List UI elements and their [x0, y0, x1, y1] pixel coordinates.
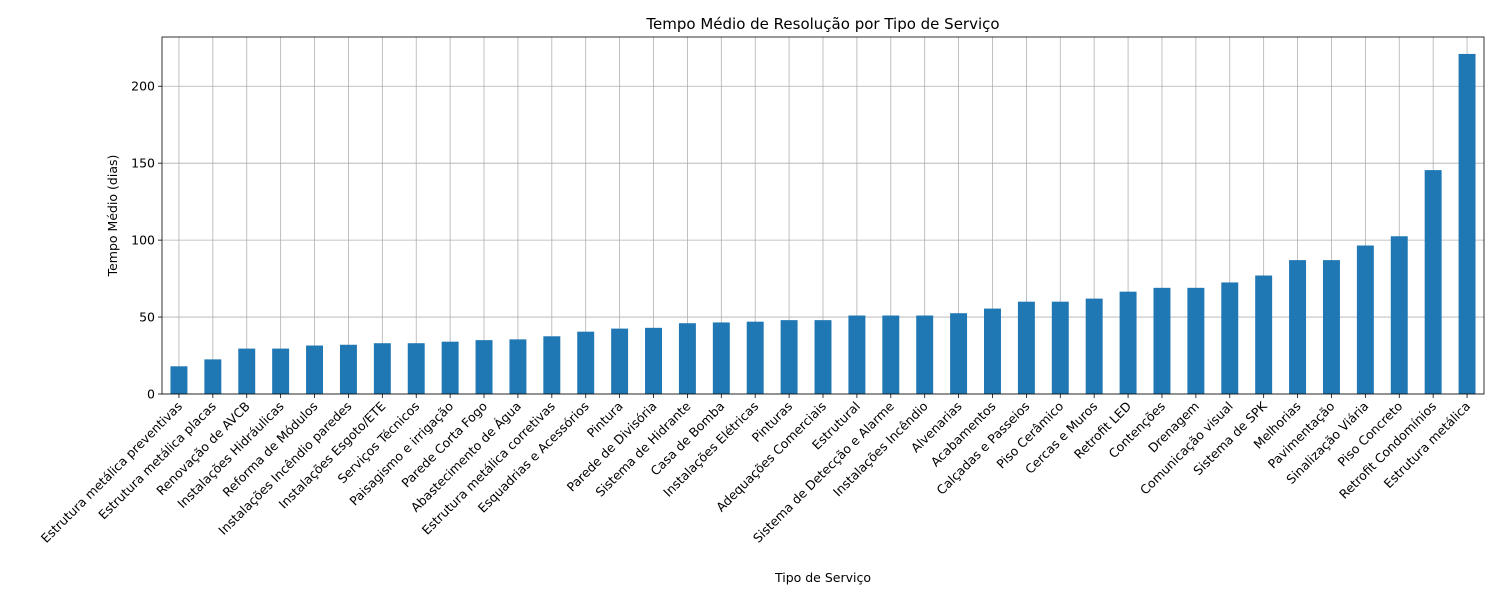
bar	[339, 344, 357, 394]
bar	[1221, 282, 1239, 394]
bar	[916, 315, 934, 394]
bar	[678, 323, 696, 394]
x-axis-label: Tipo de Serviço	[774, 570, 871, 585]
bar	[475, 340, 493, 394]
bar	[848, 315, 866, 394]
bar	[1458, 53, 1476, 394]
bar	[407, 343, 425, 394]
bar	[950, 313, 968, 394]
bar	[645, 327, 662, 394]
bar	[1187, 287, 1205, 394]
bar	[746, 321, 764, 394]
bar	[611, 328, 629, 394]
bar	[1085, 298, 1103, 394]
bar	[780, 320, 798, 394]
bar	[882, 315, 900, 394]
bar	[272, 348, 290, 394]
bar	[1017, 301, 1035, 394]
bar	[1051, 301, 1069, 394]
bar	[1289, 260, 1307, 394]
y-tick-label: 200	[131, 79, 155, 94]
bar	[814, 320, 832, 394]
bar	[712, 322, 730, 394]
bar	[1390, 236, 1408, 394]
y-tick-label: 100	[131, 233, 155, 248]
bar	[984, 308, 1001, 394]
bar	[1255, 275, 1273, 394]
bar	[1119, 291, 1137, 394]
bar	[204, 359, 222, 394]
y-axis-label: Tempo Médio (dias)	[105, 155, 120, 278]
bar	[577, 331, 595, 394]
y-tick-label: 150	[131, 156, 155, 171]
bar	[373, 343, 391, 394]
bar	[1424, 170, 1442, 394]
y-tick-label: 0	[147, 387, 155, 402]
bar	[543, 336, 561, 394]
y-tick-label: 50	[139, 310, 155, 325]
x-tick-label: Estrutura metálica preventivas	[38, 399, 185, 546]
chart-title: Tempo Médio de Resolução por Tipo de Ser…	[645, 15, 999, 33]
bar	[1322, 260, 1340, 394]
bars-layer	[170, 53, 1476, 394]
bar	[509, 339, 527, 394]
bar	[306, 345, 324, 394]
bar	[441, 341, 459, 394]
bar	[238, 348, 256, 394]
bar	[1153, 287, 1171, 394]
bar	[1356, 245, 1374, 394]
bar	[170, 366, 188, 394]
